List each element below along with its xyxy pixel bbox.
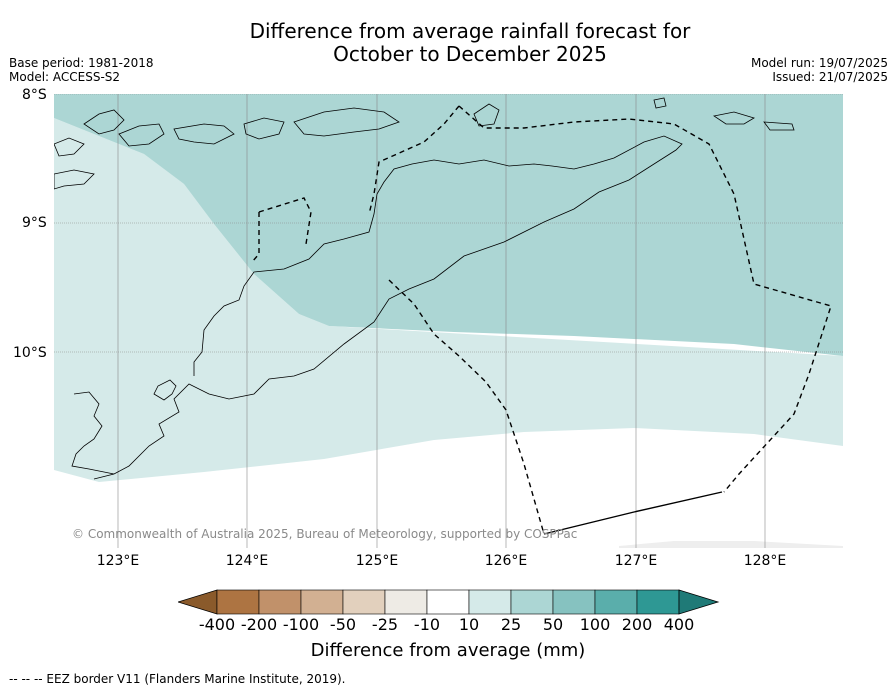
coastlines bbox=[54, 97, 795, 480]
base-period: Base period: 1981-2018 bbox=[9, 56, 154, 70]
colorbar-label: Difference from average (mm) bbox=[310, 640, 586, 661]
lon-label-123e: 123°E bbox=[96, 553, 140, 569]
gridlines bbox=[54, 94, 843, 548]
title-line-2: October to December 2025 bbox=[333, 42, 607, 66]
meta-right: Model run: 19/07/2025 Issued: 21/07/2025 bbox=[751, 56, 888, 84]
colorbar-swatch bbox=[342, 589, 386, 615]
eez-border bbox=[458, 105, 832, 493]
eez-border-inner-2 bbox=[251, 212, 260, 263]
lon-label-124e: 124°E bbox=[225, 553, 269, 569]
band-10-25 bbox=[54, 118, 843, 482]
band-25-50 bbox=[54, 94, 843, 356]
title-line-1: Difference from average rainfall forecas… bbox=[249, 19, 691, 43]
eez-border-southeast bbox=[543, 491, 723, 535]
colorbar-swatch bbox=[216, 589, 260, 615]
colorbar-tick: -100 bbox=[282, 615, 320, 634]
issued-date: Issued: 21/07/2025 bbox=[772, 70, 888, 84]
lat-label-8s: 8°S bbox=[22, 87, 47, 103]
colorbar-tick: 25 bbox=[500, 615, 522, 634]
chart-title: Difference from average rainfall forecas… bbox=[170, 20, 770, 66]
colorbar-extend-low bbox=[178, 589, 218, 615]
band-faint bbox=[619, 541, 843, 548]
colorbar-swatches bbox=[178, 589, 720, 615]
colorbar-swatch bbox=[426, 589, 470, 615]
colorbar-tick: -25 bbox=[371, 615, 399, 634]
eez-border-inner bbox=[258, 197, 312, 245]
colorbar-swatch bbox=[384, 589, 428, 615]
colorbar-tick: 100 bbox=[579, 615, 611, 634]
model-run: Model run: 19/07/2025 bbox=[750, 56, 888, 70]
colorbar bbox=[178, 589, 720, 615]
colorbar-swatch bbox=[468, 589, 512, 615]
meta-left: Base period: 1981-2018 Model: ACCESS-S2 bbox=[9, 56, 154, 84]
lon-label-127e: 127°E bbox=[614, 553, 658, 569]
model-name: Model: ACCESS-S2 bbox=[9, 70, 121, 84]
footnote-eez: -- -- -- EEZ border V11 (Flanders Marine… bbox=[9, 672, 346, 686]
eez-border-west bbox=[368, 105, 460, 215]
lat-label-10s: 10°S bbox=[13, 345, 47, 361]
colorbar-swatch bbox=[636, 589, 680, 615]
lon-label-128e: 128°E bbox=[743, 553, 787, 569]
colorbar-tick: -400 bbox=[198, 615, 236, 634]
colorbar-swatch bbox=[300, 589, 344, 615]
colorbar-swatch bbox=[594, 589, 638, 615]
colorbar-swatch bbox=[510, 589, 554, 615]
colorbar-tick: 10 bbox=[458, 615, 480, 634]
lon-label-125e: 125°E bbox=[355, 553, 399, 569]
colorbar-swatch bbox=[552, 589, 596, 615]
eez-border-south bbox=[388, 279, 545, 535]
colorbar-extend-high bbox=[678, 589, 720, 615]
colorbar-tick: 200 bbox=[621, 615, 653, 634]
colorbar-tick: 400 bbox=[663, 615, 695, 634]
colorbar-tick: -50 bbox=[329, 615, 357, 634]
colorbar-tick: -10 bbox=[413, 615, 441, 634]
colorbar-tick: 50 bbox=[542, 615, 564, 634]
lon-label-126e: 126°E bbox=[484, 553, 528, 569]
lat-label-9s: 9°S bbox=[22, 215, 47, 231]
copyright-notice: © Commonwealth of Australia 2025, Bureau… bbox=[72, 527, 578, 541]
rainfall-map bbox=[54, 94, 843, 548]
colorbar-tick: -200 bbox=[240, 615, 278, 634]
colorbar-swatch bbox=[258, 589, 302, 615]
